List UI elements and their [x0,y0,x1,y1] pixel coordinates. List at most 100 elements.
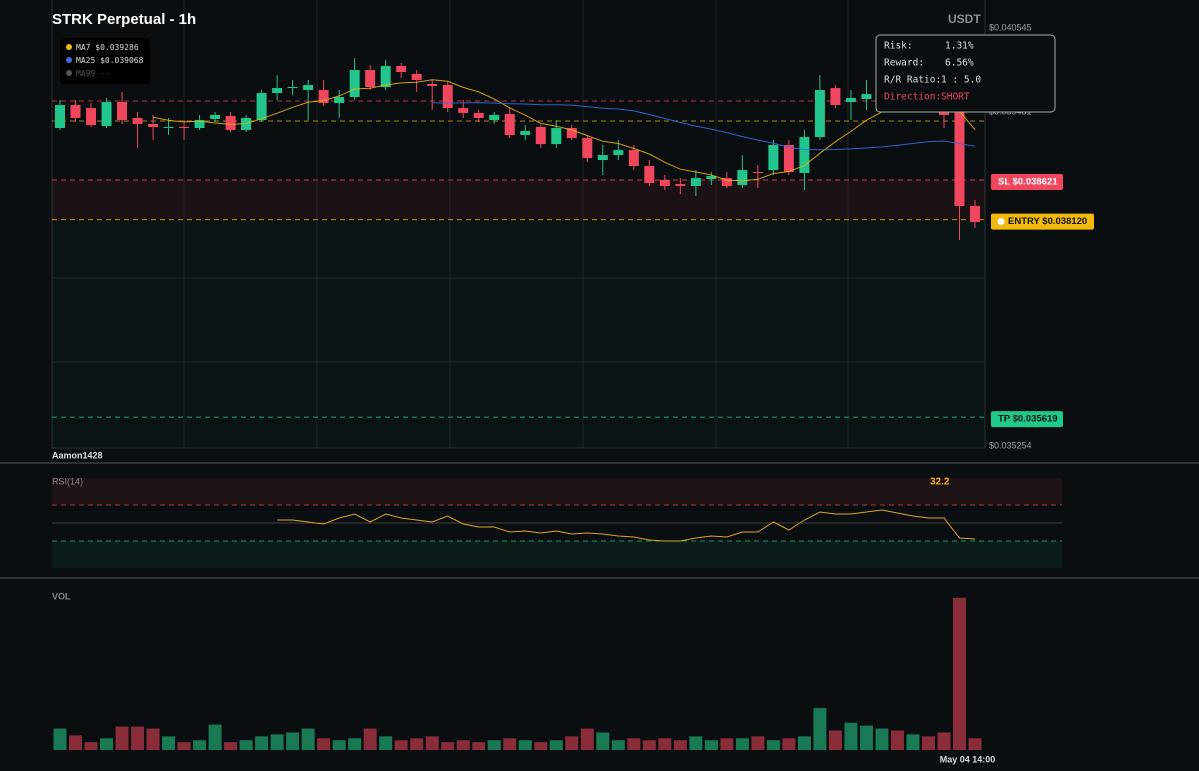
candle-body [411,73,422,80]
volume-bar [84,742,98,750]
legend-dot [66,57,72,63]
legend-name: MA99 [76,69,95,78]
candle-body [520,131,531,136]
candle-body [845,97,856,103]
volume-bar [766,740,780,750]
legend-value: $0.039286 [95,43,139,52]
candle-body [163,126,174,128]
level-label: TP $0.035619 [998,414,1058,425]
chart-title: STRK Perpetual - 1h [52,11,196,28]
volume-bar [968,738,982,750]
y-tick-label: $0.035254 [989,440,1032,450]
volume-bar [797,736,811,750]
candle-body [334,97,345,104]
volume-bar [875,728,889,750]
volume-bar [487,740,501,750]
volume-bar [208,724,222,750]
candle-body [225,116,236,130]
volume-bar [301,728,315,750]
candle-body [256,93,267,121]
volume-bar [363,728,377,750]
volume-bar [844,722,858,750]
volume-bar [456,740,470,750]
candle-body [582,138,593,159]
volume-bar [642,740,656,750]
currency: USDT [948,12,981,26]
candle-body [768,145,779,171]
candle-body [458,108,469,114]
volume-bar [131,726,145,750]
volume-bar [69,735,83,750]
volume-bar [410,738,424,750]
volume-bar [472,742,486,750]
entry-dot [997,218,1005,226]
candle-body [303,85,314,91]
volume-bar [177,742,191,750]
candle-body [318,90,329,104]
volume-bar [735,738,749,750]
volume-bar [828,730,842,750]
legend-entry: MA99 -- [76,69,110,78]
volume-bar [53,728,67,750]
candle-body [473,113,484,118]
candle-body [194,120,205,129]
vol-title: VOL [52,591,71,601]
volume-bar [239,740,253,750]
volume-bar [317,738,331,750]
candle-body [706,176,717,180]
volume-bar [565,736,579,750]
candle-body [504,114,515,136]
volume-bar [534,742,548,750]
tooltip-label: R/R Ratio: [884,75,941,86]
candle-body [489,114,500,121]
volume-bar [193,740,207,750]
legend-value: -- [100,69,110,78]
candle-body [210,114,221,120]
volume-bar [580,728,594,750]
candle-body [644,166,655,184]
sl-zone [52,180,985,220]
watermark: Aamon1428 [52,450,103,460]
volume-bar [720,738,734,750]
volume-bar [518,740,532,750]
candle-body [442,85,453,109]
candle-body [783,145,794,173]
level-tag [991,411,1063,428]
volume-bar [270,734,284,750]
tooltip-value: SHORT [941,92,970,103]
volume-bar [937,732,951,750]
y-tick-label: $0.040545 [989,22,1032,32]
volume-bar [332,740,346,750]
candle-body [349,70,360,98]
rsi-value: 32.2 [930,477,950,488]
tooltip-label: Direction: [884,92,941,103]
volume-bar [952,597,966,750]
volume-bar [813,708,827,750]
legend-dot [66,70,72,76]
legend-name: MA7 [76,43,91,52]
legend-entry: MA25 $0.039068 [76,56,144,65]
legend-entry: MA7 $0.039286 [76,43,139,52]
legend-dot [66,44,72,50]
rsi-line [277,509,976,542]
level-tag [991,213,1094,230]
candle-body [148,123,159,127]
candle-body [597,155,608,161]
volume-bar [379,736,393,750]
tooltip-label: Reward: [884,58,924,69]
volume-bar [146,728,160,750]
candle-body [365,70,376,88]
candle-body [752,172,763,174]
candle-body [86,108,97,126]
tooltip-box [875,34,1056,113]
candle-body [675,184,686,187]
candle-body [830,88,841,106]
rsi-overbought-zone [52,478,1062,505]
tp-zone [52,220,985,448]
candle-body [566,128,577,139]
moving-average [432,102,976,151]
volume-bar [286,732,300,750]
candle-body [427,84,438,86]
rsi-title: RSI(14) [52,476,83,486]
